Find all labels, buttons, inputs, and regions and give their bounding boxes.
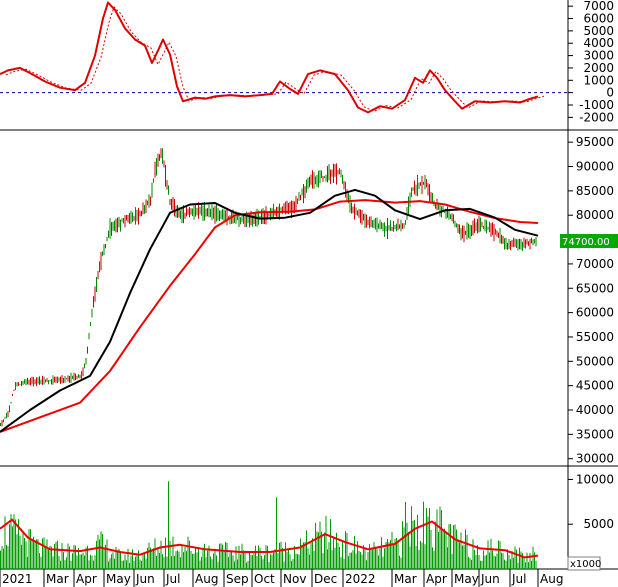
time-label: Nov xyxy=(283,572,306,586)
price-tick-label: 85000 xyxy=(576,184,614,198)
price-tick-label: 55000 xyxy=(576,330,614,344)
price-tick-label: 40000 xyxy=(576,403,614,417)
indicator-tick-label: 6000 xyxy=(583,12,614,26)
indicator-tick-label: 2000 xyxy=(583,61,614,75)
price-tick-label: 60000 xyxy=(576,306,614,320)
price-tick-label: 65000 xyxy=(576,281,614,295)
time-label: Jul xyxy=(165,572,180,586)
time-label: Jun xyxy=(480,572,500,586)
time-label: Aug xyxy=(195,572,218,586)
time-label: Apr xyxy=(76,572,97,586)
time-label: Sep xyxy=(226,572,249,586)
time-axis: 2021 Mar Apr May Jun Jul Aug Sep Oct Nov Dec 2022 Ma… xyxy=(0,569,563,587)
indicator-tick-label: 5000 xyxy=(583,24,614,38)
time-label: Aug xyxy=(540,572,563,586)
price-box-background xyxy=(560,234,618,248)
price-tick-label: 90000 xyxy=(576,160,614,174)
time-label: Dec xyxy=(314,572,337,586)
volume-unit-label: x1000 xyxy=(570,559,601,570)
time-label: Jun xyxy=(135,572,155,586)
volume-tick-label: 5000 xyxy=(583,517,614,531)
price-tick-label: 95000 xyxy=(576,135,614,149)
indicator-tick-label: 7000 xyxy=(583,0,614,13)
indicator-tick-label: 1000 xyxy=(583,73,614,87)
moving-average-black xyxy=(0,188,539,433)
volume-unit: x1000 xyxy=(567,556,601,571)
indicator-tick-label: 4000 xyxy=(583,36,614,50)
time-label: Mar xyxy=(46,572,69,586)
time-label: 2022 xyxy=(345,572,376,586)
indicator-tick-label: 3000 xyxy=(583,49,614,63)
volume-panel: 10000 5000 xyxy=(0,466,618,570)
price-tick-label: 70000 xyxy=(576,257,614,271)
time-label: Oct xyxy=(254,572,275,586)
time-label: 2021 xyxy=(2,572,33,586)
volume-unit-box xyxy=(567,556,601,571)
volume-tick-label: 10000 xyxy=(576,472,614,486)
indicator-tick-label: 0 xyxy=(606,86,614,100)
time-label: Jul xyxy=(511,572,526,586)
volume-moving-average xyxy=(0,518,539,559)
time-label: May xyxy=(106,572,131,586)
indicator-tick-label: -2000 xyxy=(579,110,614,124)
price-tick-label: 35000 xyxy=(576,427,614,441)
time-label: Mar xyxy=(394,572,417,586)
price-panel: 9500090000850008000075000700006500060000… xyxy=(0,130,618,467)
price-box-label: 74700.00 xyxy=(562,237,610,248)
price-tick-label: 30000 xyxy=(576,452,614,466)
indicator-tick-label: -1000 xyxy=(579,98,614,112)
price-tick-label: 50000 xyxy=(576,354,614,368)
price-tick-label: 80000 xyxy=(576,208,614,222)
price-box: 74700.00 xyxy=(560,234,618,248)
time-label: Apr xyxy=(426,572,447,586)
time-label: May xyxy=(454,572,479,586)
price-tick-label: 45000 xyxy=(576,379,614,393)
indicator-signal-line xyxy=(5,6,545,112)
